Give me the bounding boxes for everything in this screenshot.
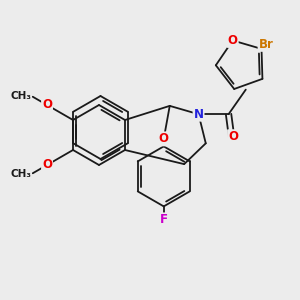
Text: O: O (228, 34, 238, 47)
Text: O: O (228, 130, 238, 143)
Text: O: O (159, 132, 169, 146)
Text: N: N (194, 108, 204, 121)
Text: O: O (42, 158, 52, 172)
Text: O: O (42, 98, 52, 112)
Text: F: F (160, 213, 168, 226)
Text: CH₃: CH₃ (10, 169, 31, 179)
Text: CH₃: CH₃ (10, 91, 31, 101)
Text: Br: Br (259, 38, 274, 51)
